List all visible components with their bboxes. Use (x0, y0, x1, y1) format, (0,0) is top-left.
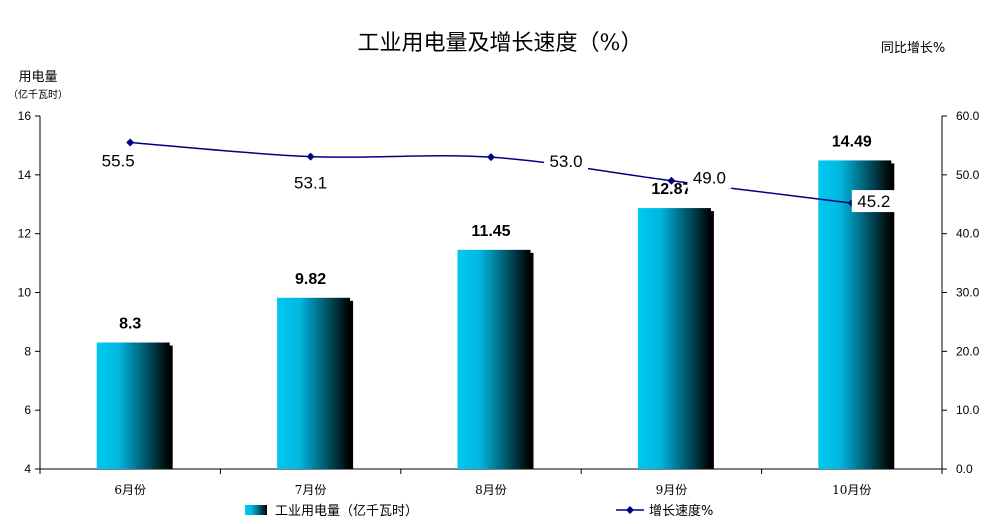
growth-value-label: 53.0 (549, 152, 582, 171)
growth-value-label: 49.0 (693, 169, 726, 188)
y2-tick-label: 30.0 (956, 286, 980, 300)
chart-title: 工业用电量及增长速度（%） (358, 31, 643, 56)
bar (457, 249, 531, 469)
growth-point (487, 153, 495, 162)
growth-line (130, 141, 852, 204)
x-tick-label: 7月份 (295, 483, 327, 497)
y2-axis-title: 同比增长% (881, 41, 945, 56)
line-label-bg (544, 150, 588, 173)
y-tick-label: 16 (18, 109, 32, 123)
y2-tick-label: 0.0 (956, 462, 973, 476)
y-tick-label: 4 (24, 462, 31, 476)
growth-value-label: 45.2 (857, 192, 890, 211)
growth-point (306, 152, 315, 161)
y2-tick-label: 40.0 (956, 227, 980, 241)
bar (277, 297, 351, 469)
x-tick-label: 10月份 (832, 483, 871, 497)
legend: 工业用电量（亿千瓦时） 增长速度% (245, 503, 713, 519)
line-label-bg (851, 190, 896, 213)
legend-bar-label: 工业用电量（亿千瓦时） (275, 504, 418, 519)
y-tick-label: 8 (24, 344, 31, 358)
y-tick-label: 14 (18, 168, 32, 182)
x-tick-label: 9月份 (656, 483, 688, 497)
legend-bar-swatch (245, 505, 267, 515)
growth-line-group (126, 138, 856, 208)
growth-value-label: 53.1 (294, 174, 327, 193)
y-axis-unit: （亿千瓦时） (8, 88, 68, 101)
bar (637, 208, 711, 470)
bar-value-label: 9.82 (295, 271, 326, 288)
bar-value-label: 11.45 (471, 223, 510, 240)
legend-line-marker (626, 506, 634, 514)
legend-line-label: 增长速度% (649, 503, 713, 519)
y-tick-label: 6 (24, 403, 31, 417)
growth-point (667, 176, 676, 185)
y-axis-title: 用电量 (18, 70, 57, 85)
y-tick-label: 10 (18, 286, 32, 300)
bar-value-label: 14.49 (832, 133, 872, 150)
data-labels: 8.3 9.82 11.45 12.87 14.49 55.5 53.1 53.0 49.0 45… (102, 133, 896, 333)
growth-value-label: 55.5 (102, 151, 135, 170)
line-label-bg (687, 166, 732, 189)
y2-tick-label: 50.0 (956, 168, 980, 182)
x-tick-label: 8月份 (475, 483, 507, 497)
bars (96, 160, 895, 470)
y2-tick-label: 20.0 (956, 344, 980, 358)
bar-value-label: 8.3 (119, 316, 141, 333)
y2-tick-label: 10.0 (956, 403, 980, 417)
x-tick-label: 6月份 (114, 483, 146, 497)
axes: 4 6 8 10 12 14 16 0.0 10.0 20.0 30.0 40.0 50.0 60.0 6月… (18, 109, 980, 497)
y-tick-label: 12 (18, 227, 32, 241)
bar-value-label: 12.87 (651, 181, 691, 198)
bar (96, 342, 170, 469)
y2-tick-label: 60.0 (956, 109, 980, 123)
growth-point (126, 138, 135, 147)
